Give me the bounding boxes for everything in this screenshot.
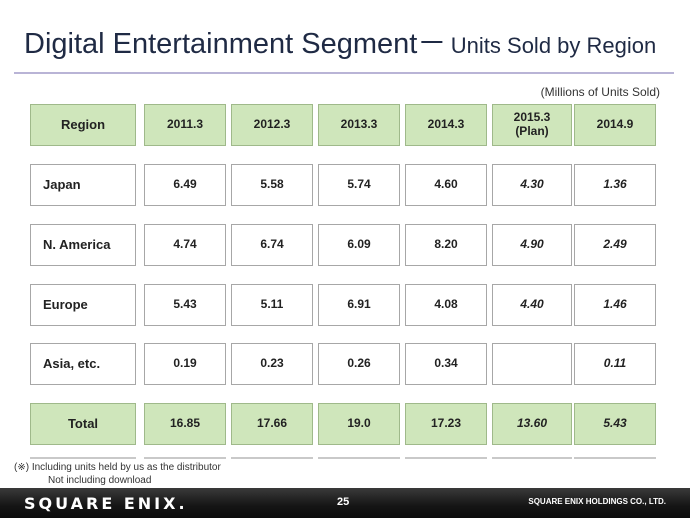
table-bottom-stripe bbox=[405, 457, 487, 459]
table-cell: 5.74 bbox=[318, 164, 400, 206]
table-cell: 1.46 bbox=[574, 284, 656, 326]
page-number: 25 bbox=[337, 496, 350, 508]
title-main: Digital Entertainment Segment bbox=[24, 28, 418, 60]
table-bottom-stripe bbox=[318, 457, 400, 459]
title-dash: － bbox=[417, 28, 447, 60]
total-cell: 5.43 bbox=[574, 403, 656, 445]
table-cell: 1.36 bbox=[574, 164, 656, 206]
table-bottom-stripe bbox=[30, 457, 136, 459]
total-cell: 19.0 bbox=[318, 403, 400, 445]
table-bottom-stripe bbox=[574, 457, 656, 459]
table-cell: 8.20 bbox=[405, 224, 487, 266]
header-col-2: 2012.3 bbox=[231, 104, 313, 146]
header-col-3: 2013.3 bbox=[318, 104, 400, 146]
table-cell: 6.09 bbox=[318, 224, 400, 266]
table-cell: 4.40 bbox=[492, 284, 572, 326]
table-cell: 5.58 bbox=[231, 164, 313, 206]
unit-note: (Millions of Units Sold) bbox=[540, 85, 660, 99]
footer-bar: SQUARE ENIX. 25 SQUARE ENIX HOLDINGS CO.… bbox=[0, 488, 690, 518]
header-region: Region bbox=[30, 104, 136, 146]
title-divider bbox=[14, 72, 674, 74]
total-cell: 16.85 bbox=[144, 403, 226, 445]
row-label: Europe bbox=[30, 284, 136, 326]
header-col-5: 2015.3 (Plan) bbox=[492, 104, 572, 146]
table-cell: 6.49 bbox=[144, 164, 226, 206]
row-label: Asia, etc. bbox=[30, 343, 136, 385]
table-cell: 4.08 bbox=[405, 284, 487, 326]
table-bottom-stripe bbox=[492, 457, 572, 459]
footnote-line-1: (※) Including units held by us as the di… bbox=[14, 462, 221, 473]
table-cell: 0.34 bbox=[405, 343, 487, 385]
table-cell: 6.74 bbox=[231, 224, 313, 266]
row-label: N. America bbox=[30, 224, 136, 266]
header-col-4: 2014.3 bbox=[405, 104, 487, 146]
total-cell: 13.60 bbox=[492, 403, 572, 445]
table-bottom-stripe bbox=[144, 457, 226, 459]
company-name: SQUARE ENIX HOLDINGS CO., LTD. bbox=[528, 497, 666, 506]
header-col-1: 2011.3 bbox=[144, 104, 226, 146]
table-cell: 4.60 bbox=[405, 164, 487, 206]
table-cell: 0.23 bbox=[231, 343, 313, 385]
total-cell: 17.23 bbox=[405, 403, 487, 445]
slide-title: Digital Entertainment Segment－ Units Sol… bbox=[24, 20, 674, 60]
table-bottom-stripe bbox=[231, 457, 313, 459]
table-cell: 0.26 bbox=[318, 343, 400, 385]
table-cell: 4.90 bbox=[492, 224, 572, 266]
header-col-6: 2014.9 bbox=[574, 104, 656, 146]
table-cell: 0.11 bbox=[574, 343, 656, 385]
company-logo: SQUARE ENIX. bbox=[24, 494, 188, 513]
total-cell: 17.66 bbox=[231, 403, 313, 445]
table-cell: 5.43 bbox=[144, 284, 226, 326]
title-subtitle: Units Sold by Region bbox=[450, 33, 657, 58]
footnote-line-2: Not including download bbox=[48, 475, 152, 486]
table-cell: 5.11 bbox=[231, 284, 313, 326]
table-cell: 4.30 bbox=[492, 164, 572, 206]
table-cell: 2.49 bbox=[574, 224, 656, 266]
table-cell: 6.91 bbox=[318, 284, 400, 326]
row-label: Japan bbox=[30, 164, 136, 206]
footnote: (※) Including units held by us as the di… bbox=[14, 461, 221, 487]
table-cell bbox=[492, 343, 572, 385]
table-cell: 0.19 bbox=[144, 343, 226, 385]
table-cell: 4.74 bbox=[144, 224, 226, 266]
total-label: Total bbox=[30, 403, 136, 445]
